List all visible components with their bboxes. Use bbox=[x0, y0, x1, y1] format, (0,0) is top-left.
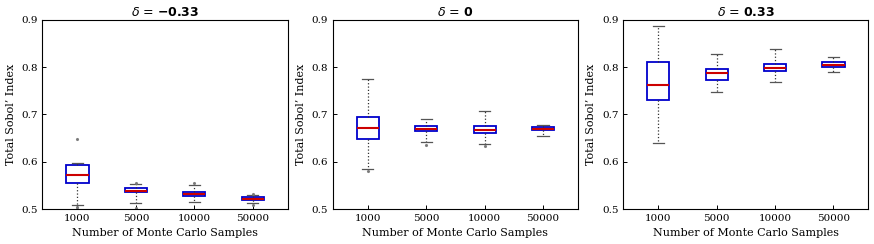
PathPatch shape bbox=[184, 192, 205, 196]
PathPatch shape bbox=[474, 126, 496, 133]
PathPatch shape bbox=[415, 126, 437, 132]
PathPatch shape bbox=[125, 188, 147, 193]
Y-axis label: Total Sobol’ Index: Total Sobol’ Index bbox=[296, 64, 306, 165]
PathPatch shape bbox=[822, 62, 844, 67]
PathPatch shape bbox=[705, 69, 728, 80]
PathPatch shape bbox=[648, 62, 669, 100]
Title: $\delta$ = $\mathbf{-0.33}$: $\delta$ = $\mathbf{-0.33}$ bbox=[131, 6, 199, 19]
Y-axis label: Total Sobol’ Index: Total Sobol’ Index bbox=[5, 64, 16, 165]
PathPatch shape bbox=[66, 165, 88, 183]
PathPatch shape bbox=[764, 64, 786, 71]
PathPatch shape bbox=[532, 127, 554, 131]
Title: $\delta$ = $\mathbf{0}$: $\delta$ = $\mathbf{0}$ bbox=[437, 6, 474, 19]
PathPatch shape bbox=[357, 117, 379, 139]
X-axis label: Number of Monte Carlo Samples: Number of Monte Carlo Samples bbox=[653, 228, 839, 238]
Y-axis label: Total Sobol’ Index: Total Sobol’ Index bbox=[586, 64, 596, 165]
PathPatch shape bbox=[241, 197, 264, 200]
X-axis label: Number of Monte Carlo Samples: Number of Monte Carlo Samples bbox=[363, 228, 549, 238]
X-axis label: Number of Monte Carlo Samples: Number of Monte Carlo Samples bbox=[72, 228, 258, 238]
Title: $\delta$ = $\mathbf{0.33}$: $\delta$ = $\mathbf{0.33}$ bbox=[717, 6, 774, 19]
